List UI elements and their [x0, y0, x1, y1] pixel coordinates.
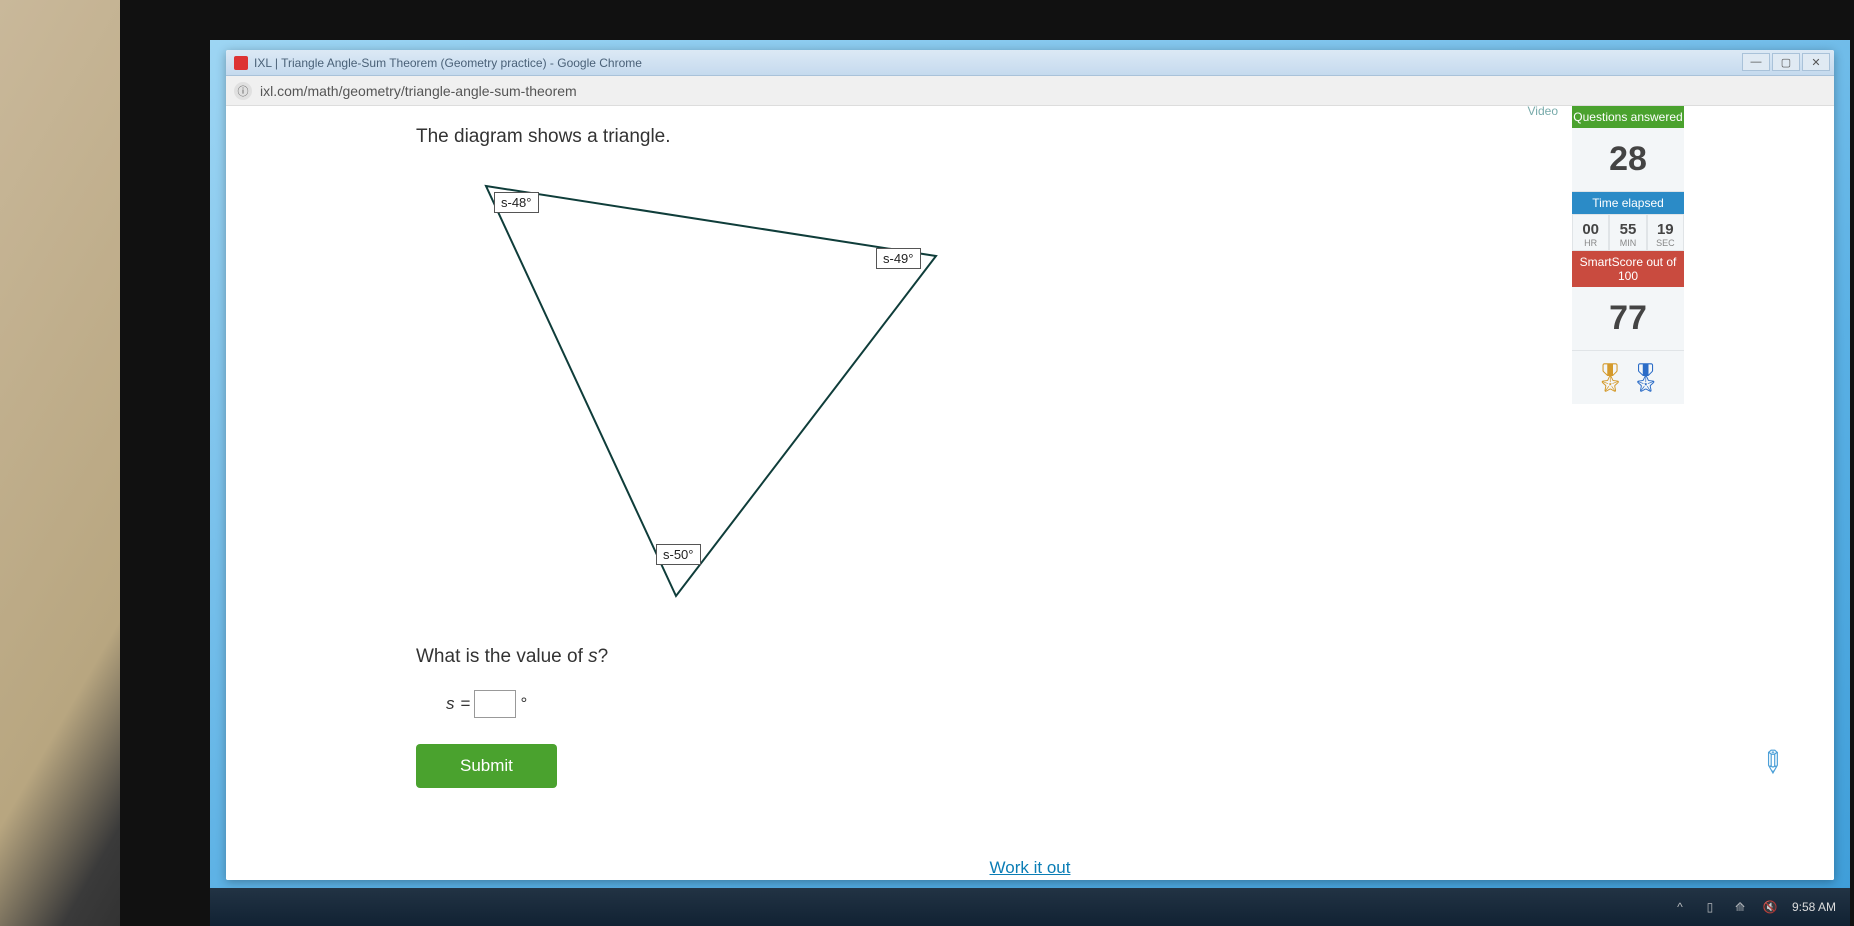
- time-min: 55 MIN: [1609, 214, 1646, 251]
- triangle-svg: [446, 166, 966, 606]
- answer-input[interactable]: [474, 690, 516, 718]
- close-button[interactable]: ✕: [1802, 53, 1830, 71]
- ribbon-icon: 🎖: [1592, 362, 1628, 393]
- page-content: The diagram shows a triangle. s-48° s-49…: [226, 106, 1834, 880]
- question-text: What is the value of s?: [416, 646, 1416, 668]
- screen-desktop: IXL | Triangle Angle-Sum Theorem (Geomet…: [210, 40, 1850, 926]
- site-info-icon[interactable]: ⓘ: [234, 82, 252, 100]
- time-hr: 00 HR: [1572, 214, 1609, 251]
- window-title: IXL | Triangle Angle-Sum Theorem (Geomet…: [254, 56, 642, 70]
- problem-prompt: The diagram shows a triangle.: [416, 126, 1416, 148]
- questions-header-text: Questions answered: [1572, 110, 1684, 124]
- tray-up-icon[interactable]: ^: [1672, 899, 1688, 915]
- volume-icon[interactable]: 🔇: [1762, 899, 1778, 915]
- angle-label-bottom: s-50°: [656, 544, 701, 565]
- work-it-out-link[interactable]: Work it out: [990, 858, 1071, 878]
- submit-button[interactable]: Submit: [416, 744, 557, 788]
- question-suffix: ?: [598, 646, 609, 667]
- wifi-icon[interactable]: ⟰: [1732, 899, 1748, 915]
- favicon-icon: [234, 56, 248, 70]
- answer-row: s = °: [446, 690, 1416, 718]
- address-bar[interactable]: ⓘ ixl.com/math/geometry/triangle-angle-s…: [226, 76, 1834, 106]
- smartscore-value: 77: [1572, 287, 1684, 351]
- answer-variable: s: [446, 694, 455, 714]
- problem-area: The diagram shows a triangle. s-48° s-49…: [416, 126, 1416, 788]
- time-sec: 19 SEC: [1647, 214, 1684, 251]
- maximize-button[interactable]: ▢: [1772, 53, 1800, 71]
- smartscore-header: SmartScore out of 100: [1572, 251, 1684, 287]
- window-controls: — ▢ ✕: [1742, 53, 1830, 71]
- equals-sign: =: [461, 694, 471, 714]
- award-ribbons: 🎖🎖: [1572, 351, 1684, 404]
- time-hr-unit: HR: [1573, 238, 1608, 248]
- chrome-window: IXL | Triangle Angle-Sum Theorem (Geomet…: [226, 50, 1834, 880]
- time-min-unit: MIN: [1610, 238, 1645, 248]
- question-prefix: What is the value of: [416, 646, 588, 667]
- url-text: ixl.com/math/geometry/triangle-angle-sum…: [260, 83, 577, 99]
- questions-answered-value: 28: [1572, 128, 1684, 192]
- ribbon-icon: 🎖: [1628, 362, 1664, 393]
- video-link[interactable]: Video: [1528, 104, 1558, 118]
- time-min-value: 55: [1610, 221, 1645, 238]
- time-sec-unit: SEC: [1648, 238, 1683, 248]
- questions-header: Questions answered: [1572, 106, 1684, 128]
- time-hr-value: 00: [1573, 221, 1608, 238]
- time-header: Time elapsed: [1572, 192, 1684, 214]
- taskbar-clock[interactable]: 9:58 AM: [1792, 900, 1836, 914]
- degree-symbol: °: [520, 694, 527, 714]
- triangle-diagram: s-48° s-49° s-50°: [446, 166, 966, 606]
- battery-icon[interactable]: ▯: [1702, 899, 1718, 915]
- time-sec-value: 19: [1648, 221, 1683, 238]
- angle-label-right: s-49°: [876, 248, 921, 269]
- question-variable: s: [588, 646, 598, 667]
- windows-taskbar[interactable]: ^ ▯ ⟰ 🔇 9:58 AM: [210, 888, 1850, 926]
- time-elapsed: 00 HR 55 MIN 19 SEC: [1572, 214, 1684, 251]
- stats-sidebar: Questions answered 28 Time elapsed 00 HR…: [1572, 106, 1684, 404]
- system-tray: ^ ▯ ⟰ 🔇 9:58 AM: [1672, 899, 1836, 915]
- angle-label-top-left: s-48°: [494, 192, 539, 213]
- window-titlebar[interactable]: IXL | Triangle Angle-Sum Theorem (Geomet…: [226, 50, 1834, 76]
- scratchpad-pencil-icon[interactable]: ✎: [1750, 741, 1793, 784]
- minimize-button[interactable]: —: [1742, 53, 1770, 71]
